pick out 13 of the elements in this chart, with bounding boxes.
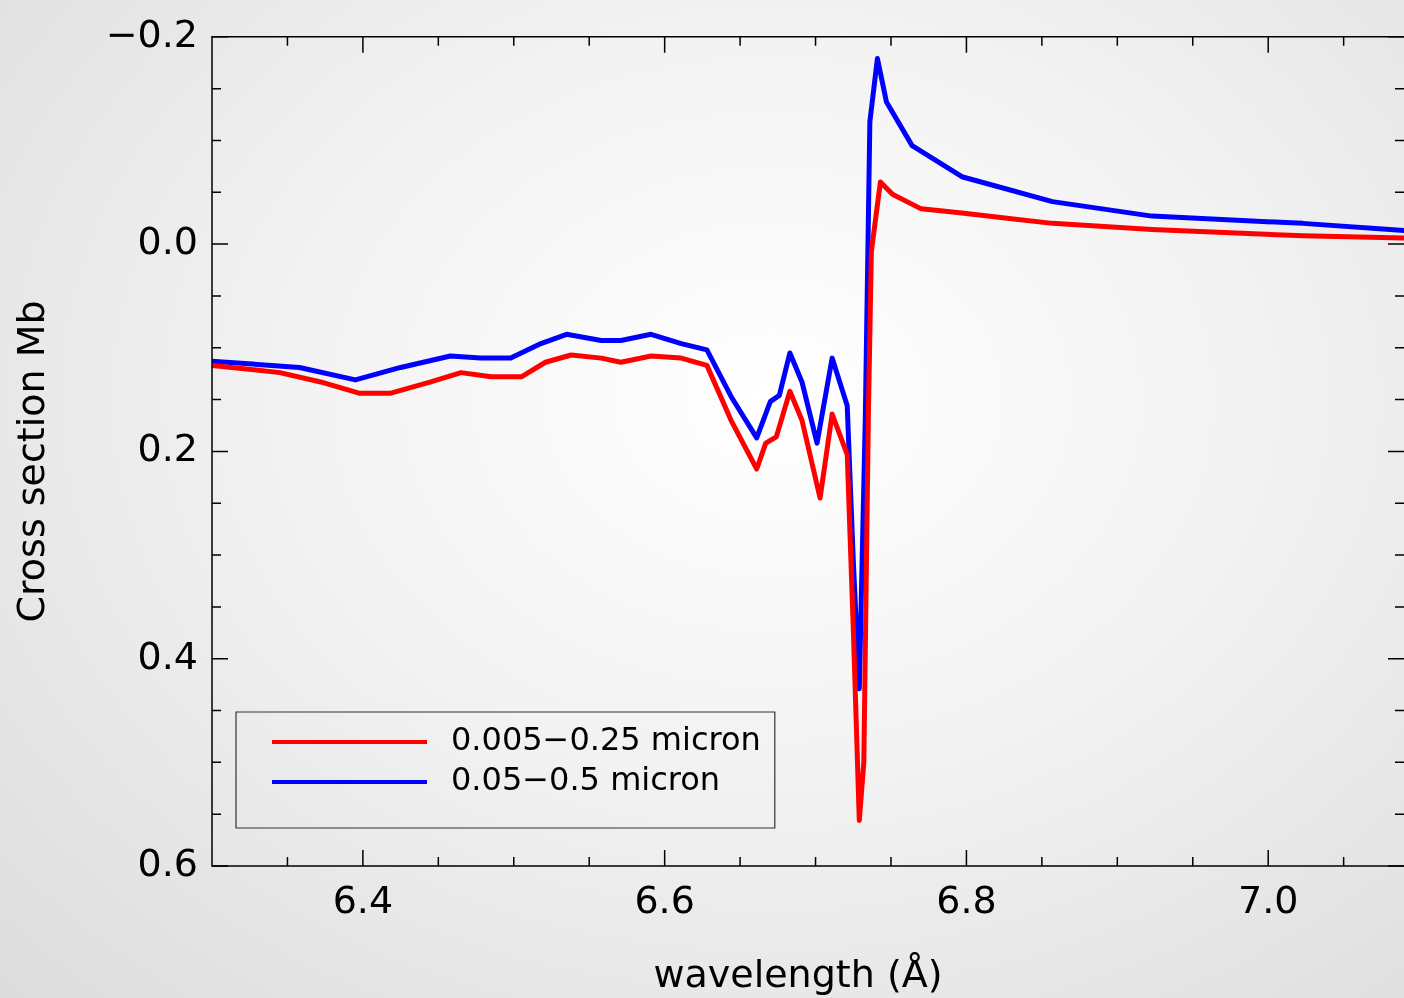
y-tick-label: 0.0 bbox=[137, 218, 198, 263]
y-tick-label: 0.2 bbox=[137, 426, 198, 471]
y-tick-label: 0.4 bbox=[137, 633, 198, 678]
x-tick-label: 6.8 bbox=[936, 877, 997, 922]
legend-label: 0.005−0.25 micron bbox=[451, 720, 761, 759]
x-tick-label: 6.4 bbox=[332, 877, 394, 922]
legend-label: 0.05−0.5 micron bbox=[451, 760, 721, 799]
y-axis-title: Cross section Mb bbox=[8, 300, 53, 623]
x-tick-label: 7.0 bbox=[1237, 877, 1299, 922]
y-tick-label: −0.2 bbox=[105, 11, 198, 56]
x-axis-title: wavelength (Å) bbox=[653, 951, 943, 996]
y-tick-label: 0.6 bbox=[137, 840, 198, 885]
x-tick-label: 6.6 bbox=[634, 877, 695, 922]
